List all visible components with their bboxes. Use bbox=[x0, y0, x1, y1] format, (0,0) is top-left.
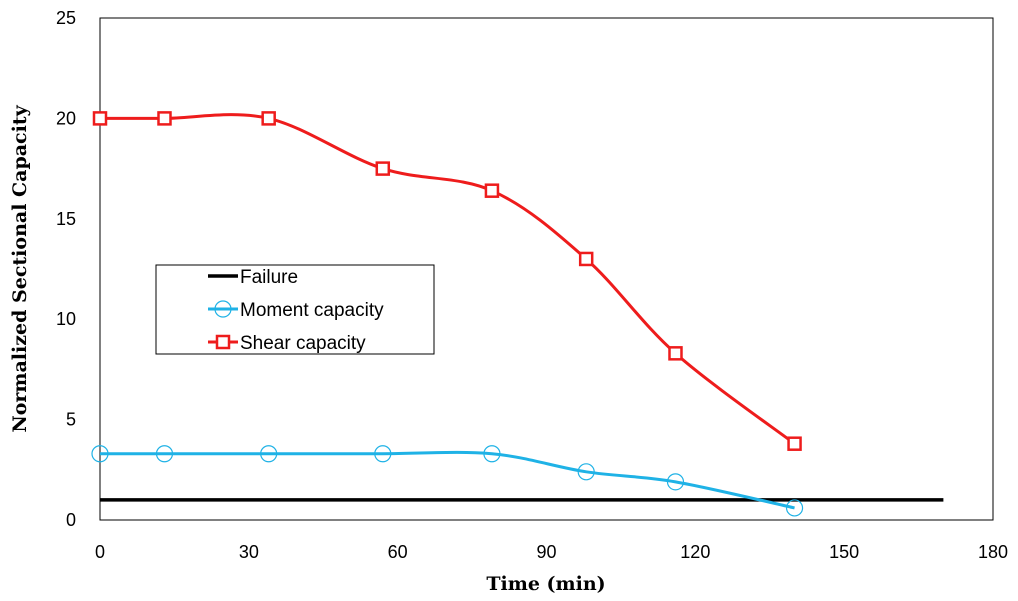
legend-marker bbox=[214, 300, 232, 318]
data-point bbox=[483, 445, 501, 463]
series-layer bbox=[91, 111, 944, 517]
y-axis-title: Normalized Sectional Capacity bbox=[9, 104, 31, 432]
series-shear-capacity bbox=[92, 111, 802, 451]
y-tick-label: 10 bbox=[56, 309, 76, 329]
x-axis-title: Time (min) bbox=[486, 573, 605, 595]
data-point bbox=[91, 445, 109, 463]
data-point bbox=[577, 463, 595, 481]
data-point bbox=[260, 445, 278, 463]
x-tick-label: 60 bbox=[388, 542, 408, 562]
legend: Failure Moment capacity Shear capacity bbox=[155, 264, 435, 355]
data-point bbox=[666, 473, 685, 491]
data-point bbox=[374, 445, 392, 463]
data-point bbox=[787, 436, 802, 451]
data-point bbox=[375, 161, 391, 176]
x-tick-label: 180 bbox=[978, 542, 1008, 562]
legend-label: Shear capacity bbox=[240, 333, 366, 354]
y-tick-label: 25 bbox=[56, 8, 76, 28]
data-point bbox=[155, 445, 174, 463]
legend-box bbox=[155, 264, 435, 355]
legend-items: Failure Moment capacity Shear capacity bbox=[208, 267, 384, 354]
y-tick-label: 0 bbox=[66, 510, 76, 530]
data-point bbox=[578, 251, 594, 267]
x-tick-label: 150 bbox=[829, 542, 859, 562]
data-point bbox=[484, 183, 500, 198]
data-point bbox=[668, 346, 683, 361]
series-line bbox=[99, 450, 795, 510]
data-point bbox=[92, 111, 108, 126]
data-point bbox=[157, 111, 172, 126]
y-tick-label: 15 bbox=[56, 209, 76, 229]
x-tick-label: 120 bbox=[680, 542, 710, 562]
series-moment-capacity bbox=[91, 445, 804, 517]
legend-label: Failure bbox=[240, 267, 298, 288]
legend-marker bbox=[215, 334, 231, 350]
x-tick-label: 30 bbox=[239, 542, 259, 562]
y-tick-label: 20 bbox=[56, 108, 76, 128]
x-axis-ticks: 0 30 60 90 120 150 180 bbox=[95, 542, 1008, 562]
data-point bbox=[261, 111, 276, 126]
y-axis-ticks: 0 5 10 15 20 25 bbox=[56, 8, 76, 530]
y-tick-label: 5 bbox=[66, 410, 76, 430]
x-tick-label: 90 bbox=[536, 542, 556, 562]
plot-frame bbox=[99, 17, 994, 521]
x-tick-label: 0 bbox=[95, 542, 105, 562]
data-point bbox=[785, 499, 804, 517]
legend-label: Moment capacity bbox=[240, 300, 384, 321]
